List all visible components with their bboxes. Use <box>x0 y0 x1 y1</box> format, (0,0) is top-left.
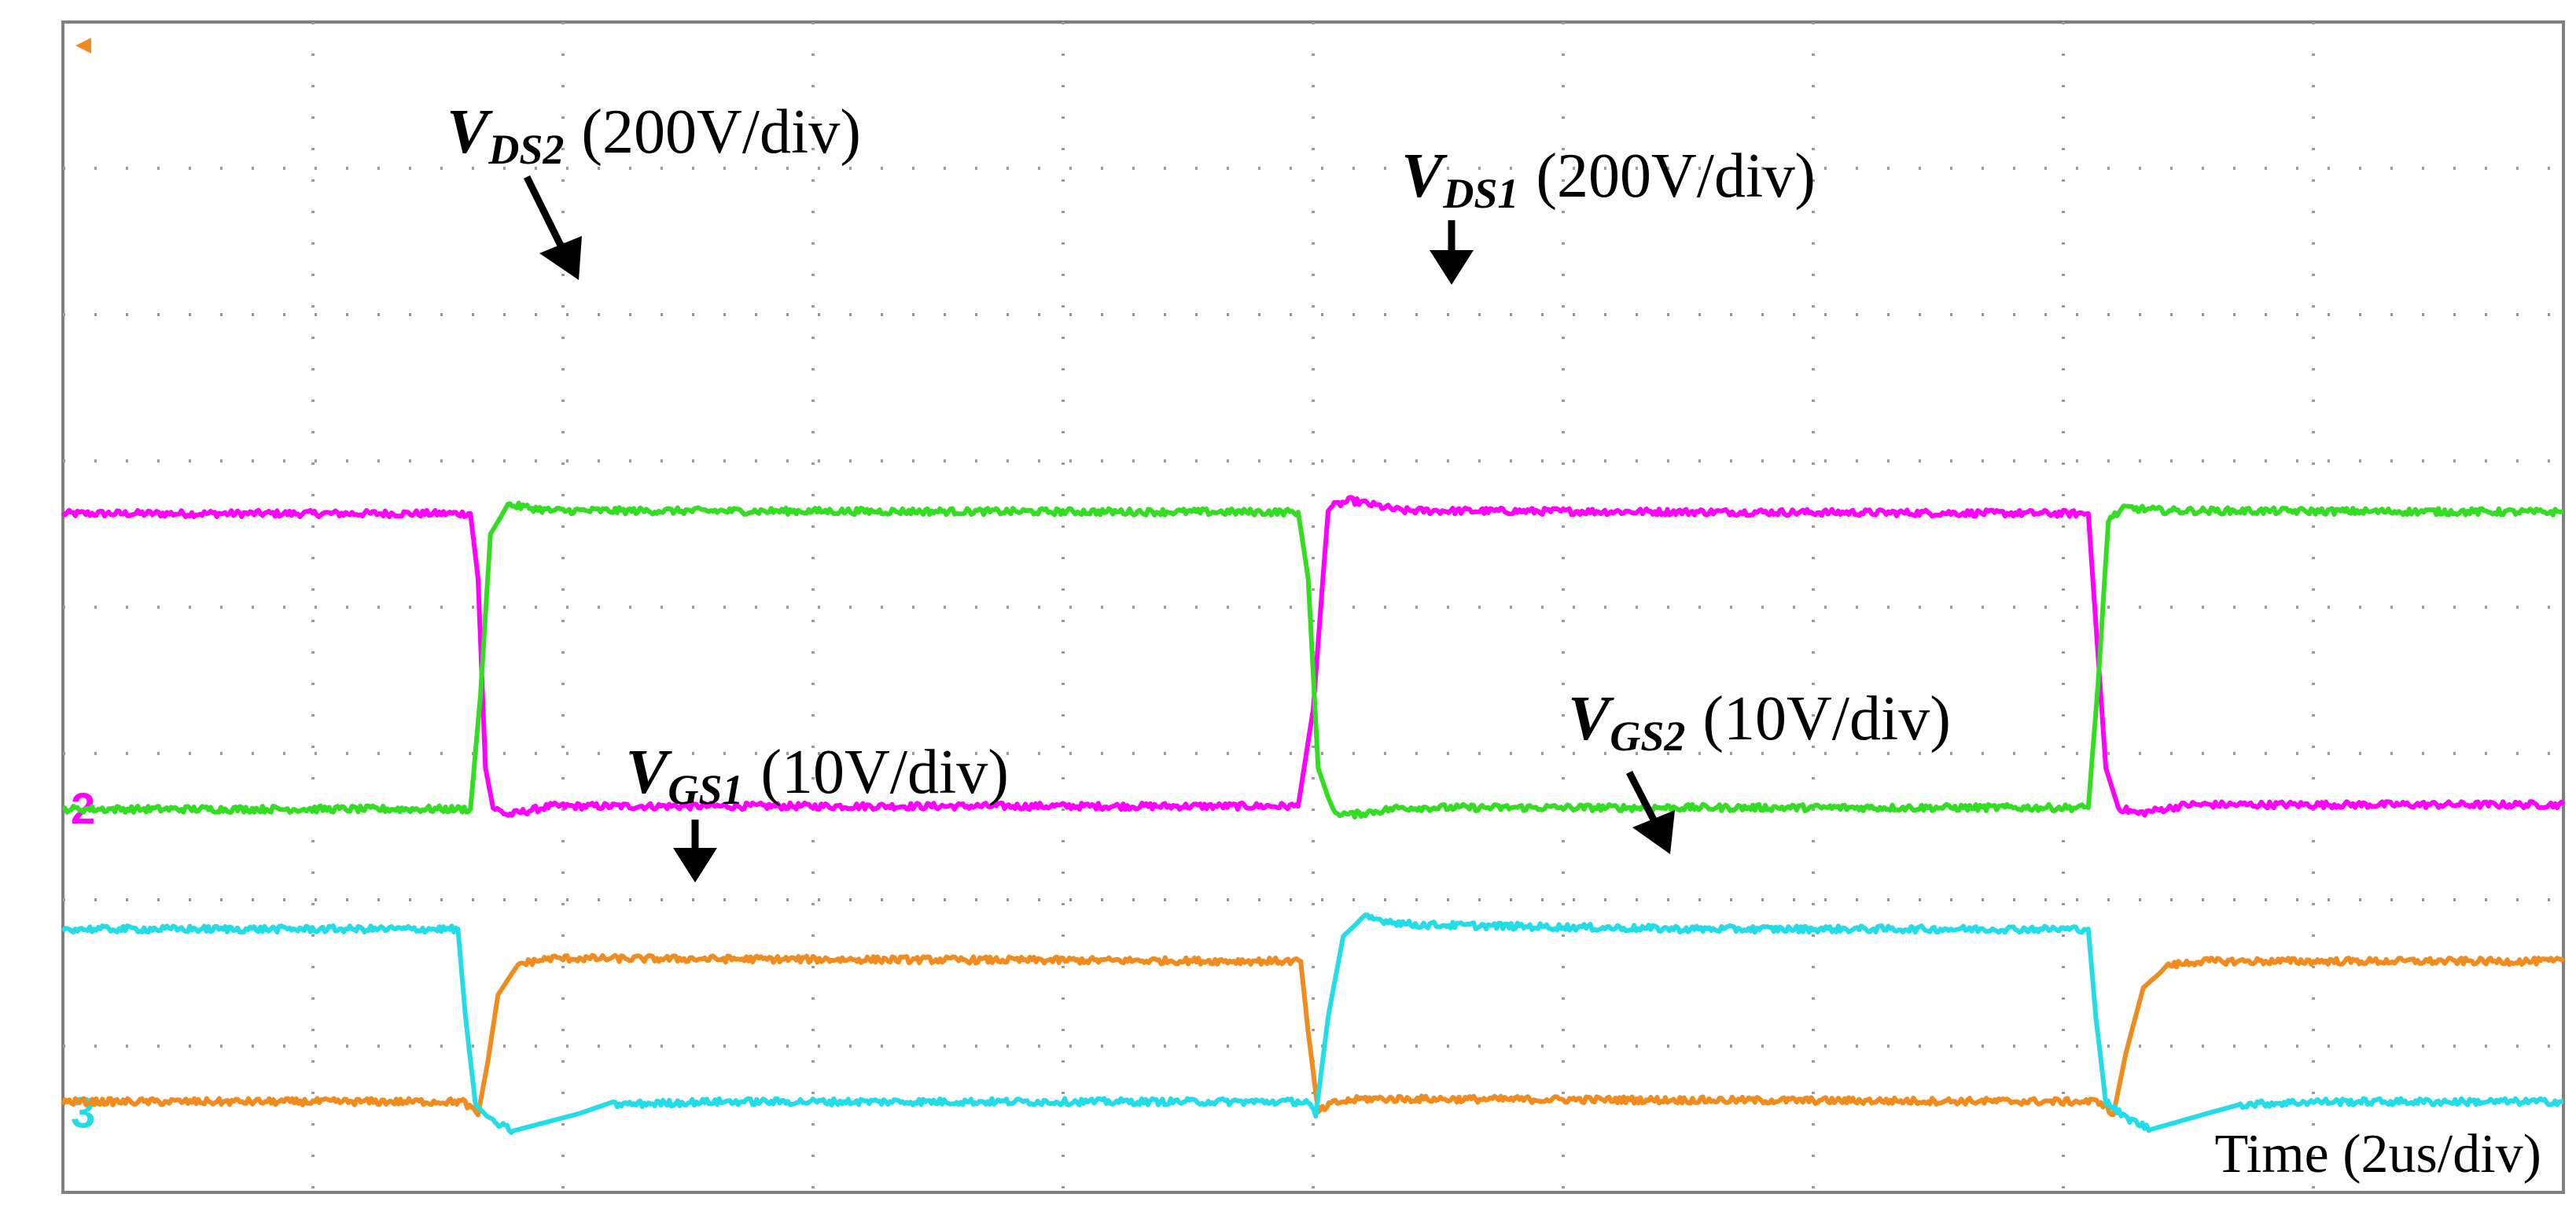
trace-vds1 <box>61 495 2566 818</box>
label-vds1: VDS1 (200V/div) <box>1401 142 1816 217</box>
arrow-vgs1 <box>673 820 717 882</box>
annotation-labels: VDS2 (200V/div) VDS1 (200V/div) VGS1 (10V/d… <box>447 98 2541 1185</box>
label-vgs2: VGS2 (10V/div) <box>1568 684 1951 760</box>
trace-vgs2 <box>61 912 2564 1135</box>
channel-marker-3: 3 <box>71 1088 95 1137</box>
grid <box>63 22 2563 1192</box>
label-vds2: VDS2 (200V/div) <box>447 98 861 173</box>
trigger-marker <box>75 38 91 53</box>
arrow-vgs2 <box>1625 770 1675 854</box>
label-vgs1: VGS1 (10V/div) <box>626 738 1009 813</box>
trace-vds2 <box>61 500 2564 820</box>
arrow-vds1 <box>1430 220 1474 285</box>
traces <box>61 495 2566 1135</box>
trace-vgs1 <box>61 952 2566 1118</box>
arrow-vds2 <box>523 175 582 280</box>
x-axis-label: Time (2us/div) <box>2214 1124 2541 1185</box>
plot-frame <box>61 20 2565 1194</box>
annotation-arrows <box>523 175 1675 882</box>
